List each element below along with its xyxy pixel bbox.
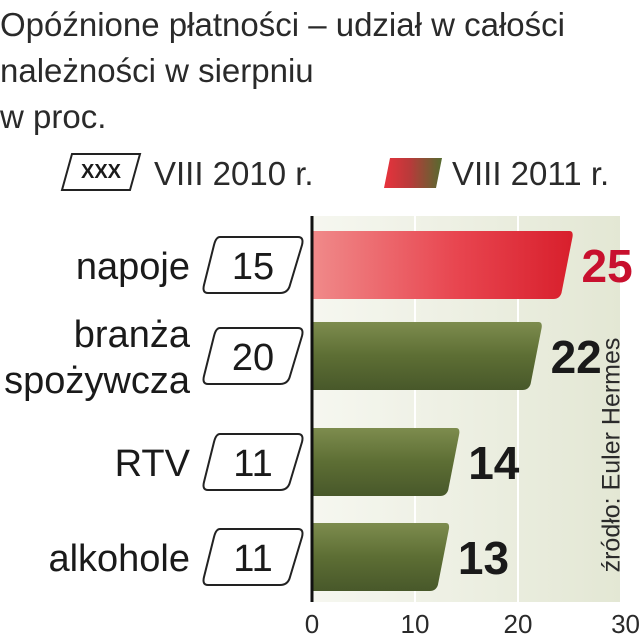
value-label-2011-3: 13 — [458, 532, 509, 584]
x-tick-label-30: 30 — [611, 609, 640, 639]
value-label-2011-2: 14 — [468, 437, 520, 489]
title-line-2: należności w sierpniu — [0, 52, 314, 89]
bar-2011-1 — [312, 322, 542, 390]
legend-label-2011: VIII 2011 r. — [452, 155, 610, 192]
bar-2011-2 — [312, 428, 460, 496]
value-box-2010-1 — [202, 327, 304, 385]
category-label-1-1: spożywcza — [4, 360, 191, 402]
legend-box-label: XXX — [80, 160, 122, 183]
legend-label-2010: VIII 2010 r. — [154, 155, 314, 192]
category-label-0: napoje — [76, 246, 190, 288]
value-label-2011-1: 22 — [551, 331, 602, 383]
legend-swatch-2011-icon — [384, 158, 442, 188]
value-box-2010-3 — [202, 528, 304, 586]
category-label-3: alkohole — [48, 538, 190, 580]
value-label-2010-0: 15 — [232, 246, 274, 288]
bar-2011-3 — [312, 523, 450, 591]
value-label-2010-2: 11 — [233, 443, 272, 485]
value-label-2010-1: 20 — [232, 337, 274, 379]
source-note: źródło: Euler Hermes — [597, 337, 626, 573]
bar-2011-0 — [312, 231, 573, 299]
x-tick-label-20: 20 — [504, 609, 533, 639]
x-tick-label-0: 0 — [305, 609, 319, 639]
value-box-2010-2 — [202, 433, 304, 491]
value-label-2011-0: 25 — [582, 240, 633, 292]
title-line-1: Opóźnione płatności – udział w całości — [0, 6, 565, 43]
category-label-1-0: branża — [74, 314, 191, 356]
title-line-3: w proc. — [0, 98, 107, 135]
legend-box-2010-icon — [60, 153, 142, 191]
category-label-2: RTV — [115, 443, 191, 485]
value-box-2010-0 — [202, 236, 304, 294]
chart-title: Opóźnione płatności – udział w całości n… — [0, 2, 600, 140]
x-tick-label-10: 10 — [401, 609, 430, 639]
value-label-2010-3: 11 — [233, 538, 272, 580]
